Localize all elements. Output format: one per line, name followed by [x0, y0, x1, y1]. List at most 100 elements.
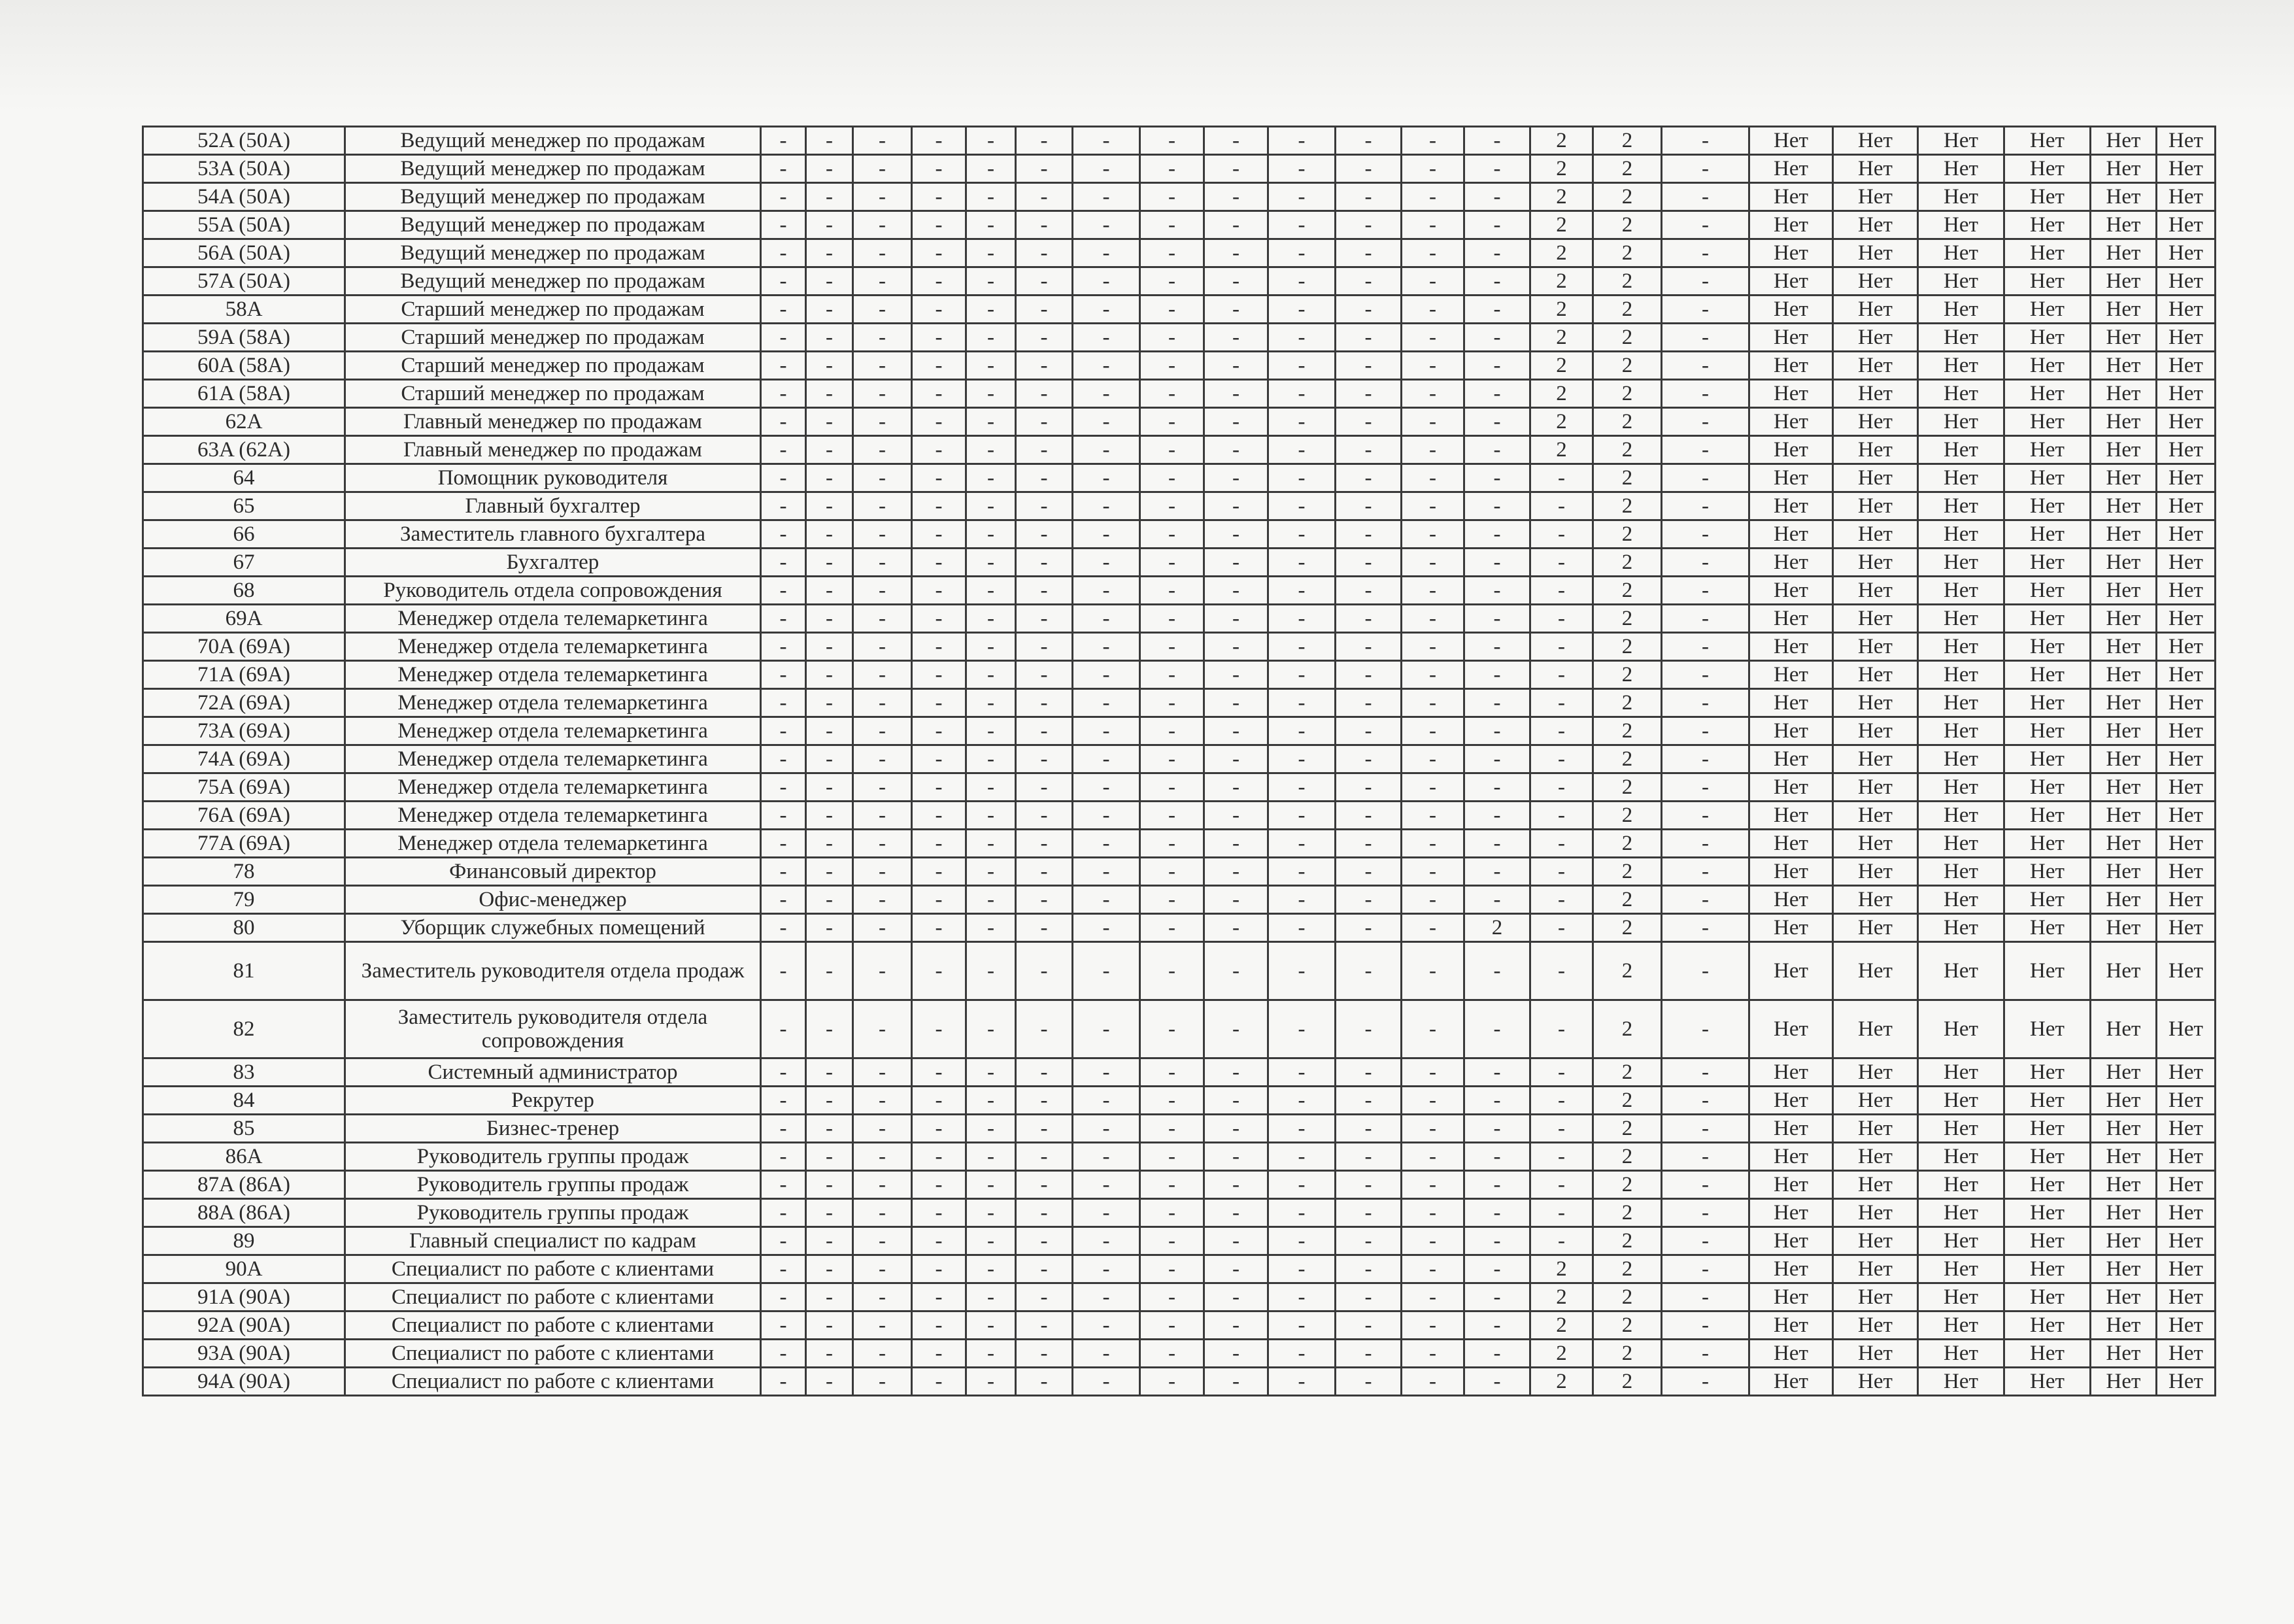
- guarantee-cell: Нет: [2089, 435, 2157, 465]
- guarantee-cell: Нет: [2155, 1338, 2216, 1368]
- factor-class-cell: -: [1400, 913, 1465, 943]
- guarantee-cell: Нет: [1917, 885, 2005, 915]
- factor-class-cell: -: [805, 800, 854, 830]
- factor-class-cell: -: [852, 519, 913, 549]
- guarantee-cell: Нет: [2089, 800, 2157, 830]
- guarantee-cell: Нет: [1917, 463, 2005, 493]
- workplace-id-cell: 83: [142, 1057, 346, 1087]
- factor-class-cell: -: [1071, 1282, 1141, 1312]
- factor-class-cell: -: [1400, 716, 1465, 746]
- factor-class-cell: -: [1203, 1254, 1269, 1284]
- factor-class-cell: -: [1015, 1310, 1073, 1340]
- guarantee-cell: Нет: [2155, 603, 2216, 634]
- guarantee-cell: Нет: [2003, 1113, 2091, 1143]
- factor-class-cell: -: [852, 828, 913, 858]
- factor-class-cell: -: [1267, 1366, 1336, 1396]
- factor-class-cell: -: [1267, 407, 1336, 437]
- guarantee-cell: Нет: [2089, 1057, 2157, 1087]
- factor-class-cell: -: [1071, 1226, 1141, 1256]
- table-row: 90A Специалист по работе с клиентами - - - - -…: [142, 1254, 2216, 1284]
- workplace-id-cell: 78: [142, 856, 346, 887]
- position-name-cell: Менеджер отдела телемаркетинга: [344, 828, 762, 858]
- factor-class-cell: -: [1334, 294, 1402, 324]
- factor-class-cell: -: [1463, 575, 1531, 605]
- factor-class-cell: -: [1463, 1226, 1531, 1256]
- factor-class-cell: -: [1071, 1338, 1141, 1368]
- factor-class-cell: -: [965, 744, 1017, 774]
- factor-class-cell: -: [1334, 379, 1402, 409]
- table-row: 93A (90A) Специалист по работе с клиентам…: [142, 1338, 2216, 1368]
- factor-class-cell: -: [1139, 1057, 1205, 1087]
- factor-class-cell: -: [965, 913, 1017, 943]
- guarantee-cell: Нет: [1748, 1254, 1834, 1284]
- guarantee-cell: Нет: [2089, 885, 2157, 915]
- factor-class-cell: 2: [1529, 1282, 1594, 1312]
- factor-class-cell: -: [1334, 1142, 1402, 1172]
- factor-class-cell: -: [1203, 1338, 1269, 1368]
- factor-class-cell: 2: [1592, 238, 1662, 268]
- factor-class-cell: -: [760, 1170, 807, 1200]
- workplace-id-cell: 81: [142, 941, 346, 1001]
- factor-class-cell: -: [1463, 941, 1531, 1001]
- factor-class-cell: -: [1661, 1254, 1750, 1284]
- guarantee-cell: Нет: [1748, 350, 1834, 381]
- factor-class-cell: -: [1661, 182, 1750, 212]
- guarantee-cell: Нет: [2003, 182, 2091, 212]
- guarantee-cell: Нет: [1832, 210, 1919, 240]
- factor-class-cell: -: [1463, 1198, 1531, 1228]
- factor-class-cell: -: [911, 632, 967, 662]
- position-name-cell: Ведущий менеджер по продажам: [344, 126, 762, 156]
- factor-class-cell: -: [1463, 350, 1531, 381]
- factor-class-cell: -: [760, 210, 807, 240]
- factor-class-cell: -: [1661, 660, 1750, 690]
- factor-class-cell: -: [805, 294, 854, 324]
- factor-class-cell: -: [1203, 463, 1269, 493]
- factor-class-cell: -: [760, 1226, 807, 1256]
- guarantee-cell: Нет: [1832, 407, 1919, 437]
- factor-class-cell: -: [1400, 1366, 1465, 1396]
- factor-class-cell: -: [1267, 744, 1336, 774]
- factor-class-cell: -: [852, 322, 913, 352]
- factor-class-cell: -: [852, 913, 913, 943]
- factor-class-cell: -: [1400, 379, 1465, 409]
- factor-class-cell: -: [1203, 322, 1269, 352]
- factor-class-cell: -: [1139, 1366, 1205, 1396]
- factor-class-cell: -: [1203, 210, 1269, 240]
- factor-class-cell: -: [1529, 519, 1594, 549]
- guarantee-cell: Нет: [2089, 716, 2157, 746]
- factor-class-cell: -: [1203, 575, 1269, 605]
- factor-class-cell: -: [805, 238, 854, 268]
- table-row: 72A (69A) Менеджер отдела телемаркетинга -…: [142, 688, 2216, 718]
- table-row: 64 Помощник руководителя - - - - - - - - - - - - - -2- Н…: [142, 463, 2216, 493]
- factor-class-cell: -: [852, 941, 913, 1001]
- guarantee-cell: Нет: [2155, 772, 2216, 802]
- factor-class-cell: -: [1463, 266, 1531, 296]
- factor-class-cell: -: [965, 238, 1017, 268]
- guarantee-cell: Нет: [2155, 294, 2216, 324]
- position-name-cell: Ведущий менеджер по продажам: [344, 154, 762, 184]
- factor-class-cell: -: [1203, 744, 1269, 774]
- factor-class-cell: -: [1529, 716, 1594, 746]
- factor-class-cell: -: [805, 1085, 854, 1115]
- factor-class-cell: -: [1015, 800, 1073, 830]
- factor-class-cell: -: [1267, 941, 1336, 1001]
- guarantee-cell: Нет: [2003, 688, 2091, 718]
- factor-class-cell: 2: [1592, 182, 1662, 212]
- workplace-id-cell: 74A (69A): [142, 744, 346, 774]
- workplace-id-cell: 86A: [142, 1142, 346, 1172]
- guarantee-cell: Нет: [1832, 716, 1919, 746]
- factor-class-cell: -: [965, 154, 1017, 184]
- factor-class-cell: -: [1661, 744, 1750, 774]
- factor-class-cell: -: [852, 660, 913, 690]
- table-row: 54A (50A) Ведущий менеджер по продажам - - -…: [142, 182, 2216, 212]
- factor-class-cell: -: [1015, 266, 1073, 296]
- factor-class-cell: -: [805, 941, 854, 1001]
- factor-class-cell: -: [760, 828, 807, 858]
- factor-class-cell: -: [1139, 238, 1205, 268]
- guarantee-cell: Нет: [2155, 1142, 2216, 1172]
- factor-class-cell: -: [911, 294, 967, 324]
- factor-class-cell: -: [1071, 126, 1141, 156]
- factor-class-cell: -: [852, 294, 913, 324]
- factor-class-cell: -: [805, 379, 854, 409]
- factor-class-cell: 2: [1592, 294, 1662, 324]
